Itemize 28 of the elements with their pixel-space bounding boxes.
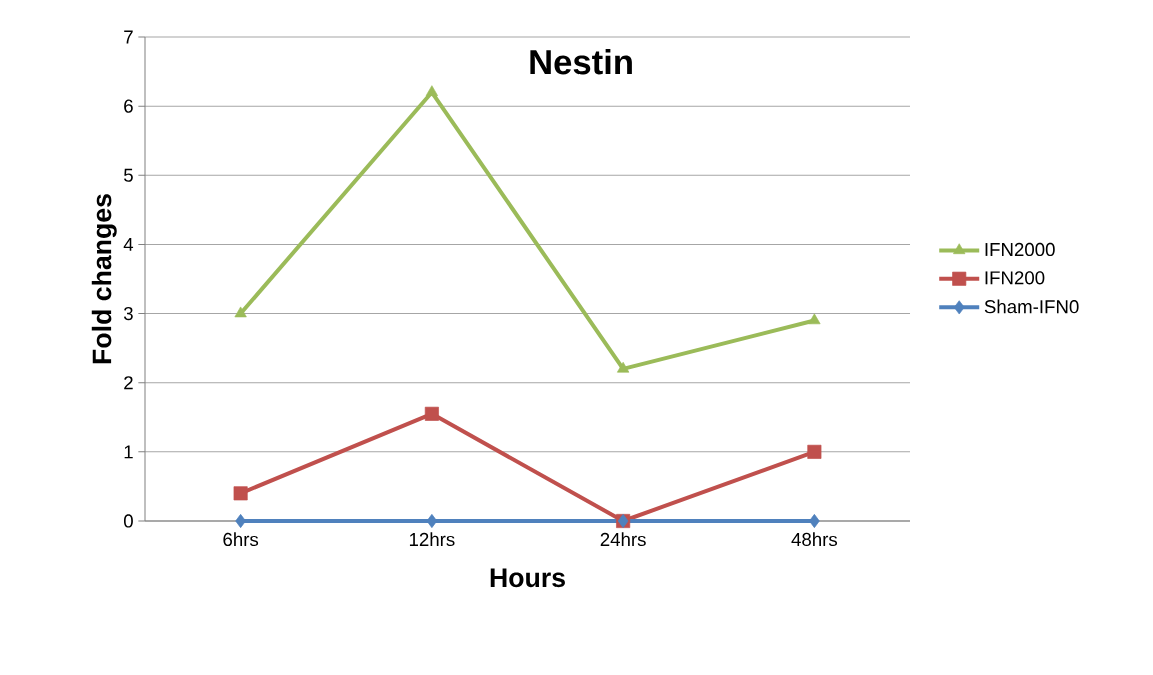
legend-label: IFN2000 <box>985 242 1055 257</box>
y-tick-label: 5 <box>124 168 133 182</box>
point <box>235 513 246 528</box>
y-tick-label: 2 <box>124 376 133 390</box>
point <box>234 306 247 318</box>
y-tick-label: 7 <box>124 30 133 44</box>
point <box>424 406 439 421</box>
x-tick-label: 6hrs <box>223 532 259 547</box>
y-tick-label: 1 <box>124 445 133 459</box>
legend-label: IFN200 <box>985 271 1045 285</box>
y-axis-title: Fold changes <box>91 194 117 364</box>
y-tick-label: 0 <box>123 514 133 528</box>
point <box>808 313 821 325</box>
point <box>233 486 248 501</box>
point <box>807 444 822 459</box>
y-tick-label: 6 <box>124 99 133 113</box>
point <box>425 85 438 96</box>
x-tick-label: 12hrs <box>409 532 455 547</box>
x-tick-label: 24hrs <box>600 532 646 547</box>
legend-label: Sham-IFN0 <box>984 299 1079 314</box>
y-tick-label: 3 <box>123 306 133 321</box>
y-tick-label: 4 <box>123 238 134 251</box>
point <box>809 513 820 528</box>
point <box>617 361 630 373</box>
x-tick-label: 48hrs <box>791 532 838 547</box>
chart-title: Nestin <box>530 48 632 75</box>
x-axis-title: Hours <box>490 568 565 588</box>
point <box>426 513 438 528</box>
